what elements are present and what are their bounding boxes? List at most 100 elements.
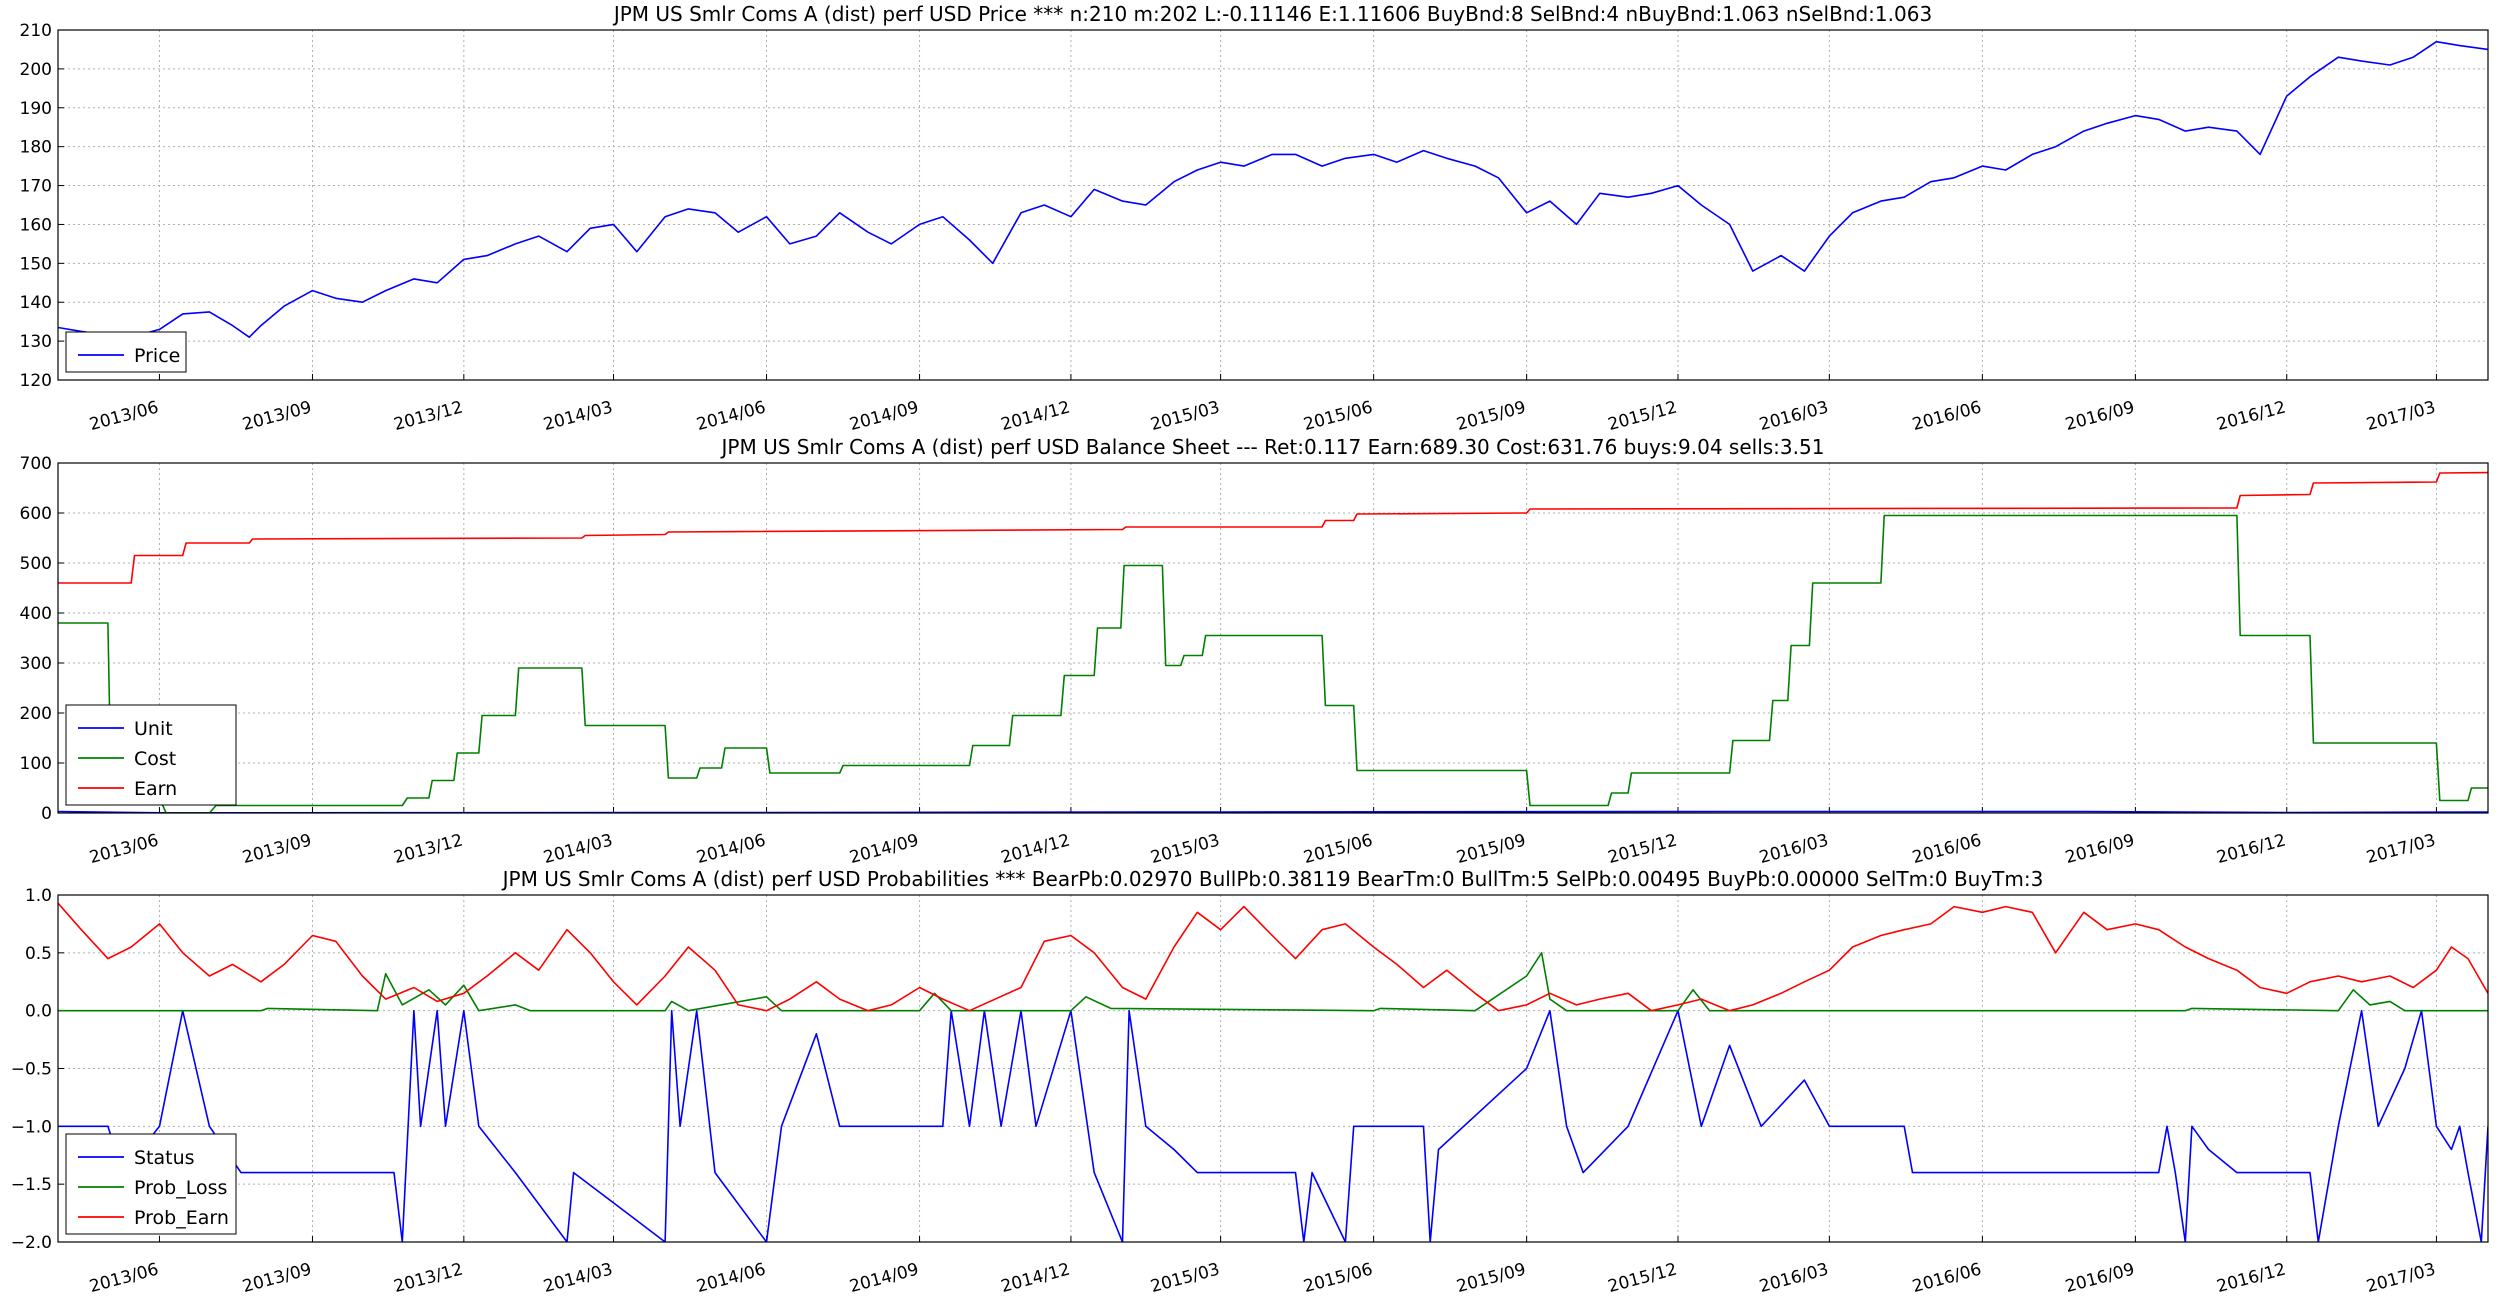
x-tick-label: 2013/06 xyxy=(87,398,160,436)
y-tick-label: 160 xyxy=(20,215,52,235)
y-tick-label: 170 xyxy=(20,177,52,197)
series-line-prob-earn xyxy=(58,902,2488,1012)
legend: Price xyxy=(65,331,187,373)
series-line-status xyxy=(58,1009,2488,1242)
y-tick-label: 1.0 xyxy=(25,886,52,906)
y-tick-label: 210 xyxy=(20,21,52,41)
y-tick-label: 130 xyxy=(20,332,52,352)
x-tick-label: 2015/09 xyxy=(1455,1260,1528,1298)
y-tick-label: 0.5 xyxy=(25,944,52,964)
y-tick-label: 0 xyxy=(41,804,52,824)
x-tick-label: 2015/09 xyxy=(1455,398,1528,436)
x-tick-label: 2016/09 xyxy=(2063,1260,2136,1298)
x-tick-label: 2016/12 xyxy=(2215,831,2288,869)
series-line-earn xyxy=(58,471,2488,584)
series-line-cost xyxy=(58,514,2488,813)
y-tick-label: 400 xyxy=(20,604,52,624)
x-tick-label: 2015/09 xyxy=(1455,831,1528,869)
y-tick-label: 120 xyxy=(20,371,52,391)
x-tick-label: 2013/09 xyxy=(240,1260,313,1298)
y-tick-label: 200 xyxy=(20,60,52,80)
legend-label: Earn xyxy=(134,778,177,800)
x-tick-label: 2014/12 xyxy=(999,1260,1072,1298)
x-tick-label: 2016/03 xyxy=(1757,831,1830,869)
x-tick-label: 2013/12 xyxy=(392,398,465,436)
y-tick-label: 150 xyxy=(20,254,52,274)
x-tick-label: 2016/12 xyxy=(2215,1260,2288,1298)
y-tick-label: 500 xyxy=(20,554,52,574)
y-tick-label: 200 xyxy=(20,704,52,724)
legend: Status Prob_Loss Prob_Earn xyxy=(65,1133,237,1235)
x-tick-label: 2014/09 xyxy=(847,398,920,436)
chart-title: JPM US Smlr Coms A (dist) perf USD Price… xyxy=(612,2,1932,26)
plot-area xyxy=(58,30,2488,380)
x-tick-label: 2016/03 xyxy=(1757,1260,1830,1298)
x-tick-label: 2014/03 xyxy=(541,1260,614,1298)
legend-label: Price xyxy=(134,345,180,367)
x-tick-label: 2013/09 xyxy=(240,398,313,436)
x-tick-label: 2015/03 xyxy=(1149,398,1222,436)
x-tick-label: 2013/09 xyxy=(240,831,313,869)
plot-frame xyxy=(57,894,2489,1243)
x-tick-label: 2017/03 xyxy=(2364,398,2437,436)
x-tick-label: 2014/03 xyxy=(541,831,614,869)
chart-title: JPM US Smlr Coms A (dist) perf USD Proba… xyxy=(501,867,2044,891)
x-tick-label: 2013/12 xyxy=(392,831,465,869)
x-tick-label: 2016/06 xyxy=(1910,1260,1983,1298)
y-tick-label: 190 xyxy=(20,99,52,119)
y-tick-label: 100 xyxy=(20,754,52,774)
series-line-price xyxy=(58,40,2488,338)
x-tick-label: 2013/12 xyxy=(392,1260,465,1298)
y-tick-label: 600 xyxy=(20,504,52,524)
legend-label: Status xyxy=(134,1147,195,1169)
x-tick-label: 2016/06 xyxy=(1910,398,1983,436)
legend-label: Prob_Earn xyxy=(134,1207,229,1229)
panel-2: 0 100 200 300 400 500 600 700 2013/06 2013/09 2013… xyxy=(20,435,2489,869)
x-tick-label: 2015/12 xyxy=(1606,398,1679,436)
legend-box xyxy=(65,331,187,373)
y-tick-label: −0.5 xyxy=(11,1060,52,1080)
legend-label: Unit xyxy=(134,718,173,740)
x-tick-label: 2014/09 xyxy=(847,831,920,869)
legend: Unit Cost Earn xyxy=(65,704,237,806)
x-tick-label: 2016/09 xyxy=(2063,831,2136,869)
legend-label: Prob_Loss xyxy=(134,1177,227,1199)
x-tick-label: 2017/03 xyxy=(2364,831,2437,869)
x-tick-label: 2014/06 xyxy=(694,1260,767,1298)
y-tick-label: 0.0 xyxy=(25,1002,52,1022)
x-tick-label: 2017/03 xyxy=(2364,1260,2437,1298)
panel-1: 120 130 140 150 160 170 180 190 200 210 2013/06 201… xyxy=(20,2,2489,436)
y-tick-label: 140 xyxy=(20,293,52,313)
y-tick-label: −1.5 xyxy=(11,1175,52,1195)
x-tick-label: 2014/09 xyxy=(847,1260,920,1298)
y-tick-label: 300 xyxy=(20,654,52,674)
y-tick-label: 180 xyxy=(20,138,52,158)
x-tick-label: 2015/03 xyxy=(1149,1260,1222,1298)
x-tick-label: 2014/12 xyxy=(999,831,1072,869)
x-tick-label: 2015/03 xyxy=(1149,831,1222,869)
legend-label: Cost xyxy=(134,748,176,770)
x-tick-label: 2013/06 xyxy=(87,831,160,869)
x-tick-label: 2013/06 xyxy=(87,1260,160,1298)
x-tick-label: 2014/06 xyxy=(694,398,767,436)
x-tick-label: 2015/06 xyxy=(1302,398,1375,436)
x-tick-label: 2015/06 xyxy=(1302,831,1375,869)
x-tick-label: 2016/03 xyxy=(1757,398,1830,436)
x-tick-label: 2015/06 xyxy=(1302,1260,1375,1298)
x-tick-label: 2016/09 xyxy=(2063,398,2136,436)
x-tick-label: 2016/12 xyxy=(2215,398,2288,436)
plot-area xyxy=(58,463,2488,813)
y-tick-label: 700 xyxy=(20,454,52,474)
chart-title: JPM US Smlr Coms A (dist) perf USD Balan… xyxy=(720,435,1825,459)
y-tick-label: −2.0 xyxy=(11,1233,52,1253)
x-tick-label: 2015/12 xyxy=(1606,1260,1679,1298)
plot-frame xyxy=(57,462,2489,814)
x-tick-label: 2014/12 xyxy=(999,398,1072,436)
x-tick-label: 2014/03 xyxy=(541,398,614,436)
plot-frame xyxy=(57,29,2489,381)
panel-3: −2.0 −1.5 −1.0 −0.5 0.0 0.5 1.0 2013/06 2013/09 2… xyxy=(11,867,2489,1298)
y-tick-label: −1.0 xyxy=(11,1117,52,1137)
x-tick-label: 2014/06 xyxy=(694,831,767,869)
x-tick-label: 2015/12 xyxy=(1606,831,1679,869)
